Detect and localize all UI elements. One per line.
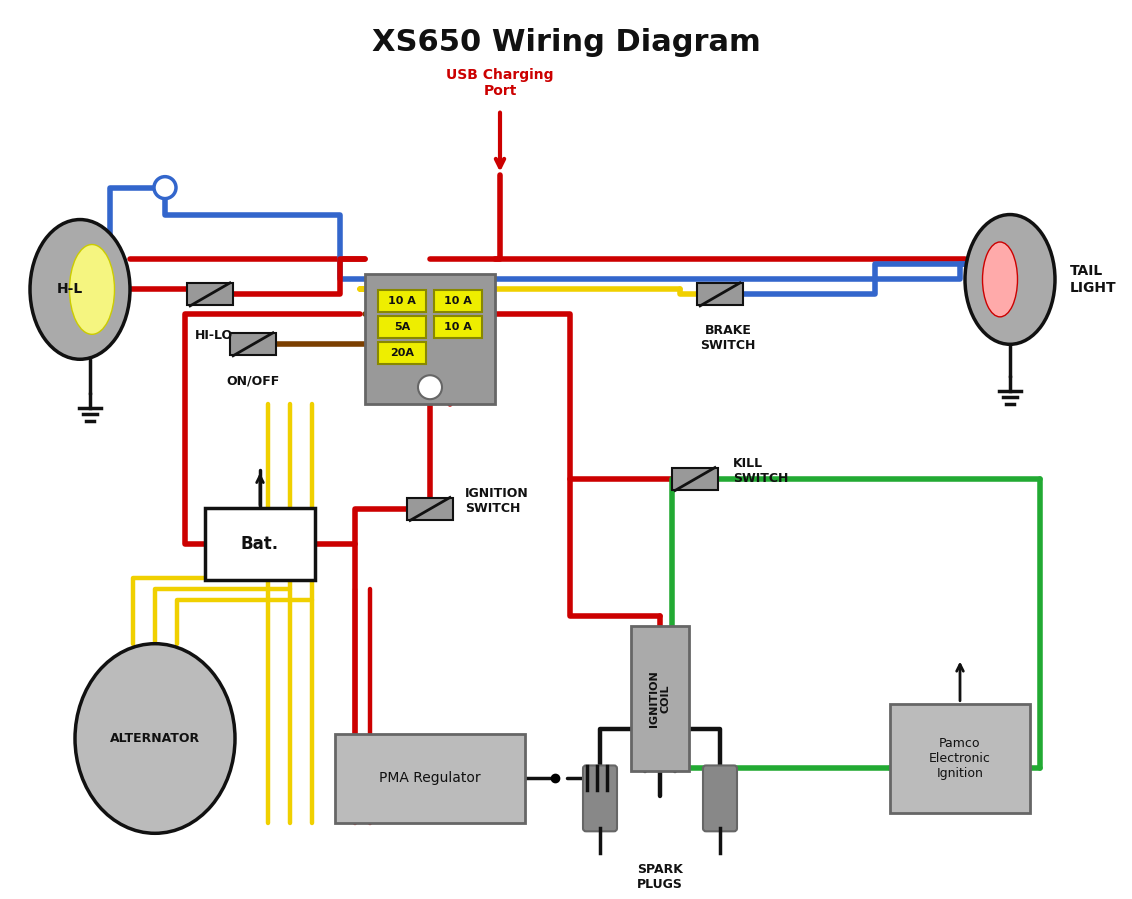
Text: TAIL
LIGHT: TAIL LIGHT [1070,264,1116,295]
FancyBboxPatch shape [434,316,482,338]
FancyBboxPatch shape [378,316,426,338]
FancyBboxPatch shape [890,704,1030,814]
FancyBboxPatch shape [230,334,276,355]
Text: XS650 Wiring Diagram: XS650 Wiring Diagram [371,28,761,57]
Text: 20A: 20A [391,348,414,359]
Text: 10 A: 10 A [444,323,472,333]
Text: H-L: H-L [57,282,83,297]
FancyBboxPatch shape [672,468,718,490]
FancyBboxPatch shape [365,274,495,405]
FancyBboxPatch shape [631,627,689,771]
Circle shape [154,176,175,199]
Ellipse shape [69,245,114,334]
Text: 10 A: 10 A [444,297,472,307]
Text: PMA Regulator: PMA Regulator [379,771,481,786]
Ellipse shape [983,242,1018,316]
Ellipse shape [75,644,235,833]
Text: 5A: 5A [394,323,410,333]
Ellipse shape [31,219,130,360]
Text: ALTERNATOR: ALTERNATOR [110,732,200,745]
Text: ON/OFF: ON/OFF [226,374,280,387]
FancyBboxPatch shape [378,343,426,364]
Text: IGNITION
SWITCH: IGNITION SWITCH [465,487,529,515]
Text: HI-LO: HI-LO [195,329,233,343]
FancyBboxPatch shape [583,765,617,832]
Text: IGNITION
COIL: IGNITION COIL [649,671,671,727]
Text: BRAKE
SWITCH: BRAKE SWITCH [701,325,756,352]
FancyBboxPatch shape [408,498,453,520]
Text: Pamco
Electronic
Ignition: Pamco Electronic Ignition [929,737,990,780]
FancyBboxPatch shape [703,765,737,832]
FancyBboxPatch shape [697,283,743,306]
Text: USB Charging
Port: USB Charging Port [446,67,554,98]
FancyBboxPatch shape [205,508,315,580]
Circle shape [418,375,441,399]
FancyBboxPatch shape [378,290,426,312]
Text: KILL
SWITCH: KILL SWITCH [734,457,788,485]
Text: SPARK
PLUGS: SPARK PLUGS [637,863,683,891]
Ellipse shape [964,215,1055,344]
FancyBboxPatch shape [187,283,233,306]
FancyBboxPatch shape [335,734,525,823]
FancyBboxPatch shape [434,290,482,312]
Text: Bat.: Bat. [241,535,280,553]
Text: 10 A: 10 A [388,297,415,307]
